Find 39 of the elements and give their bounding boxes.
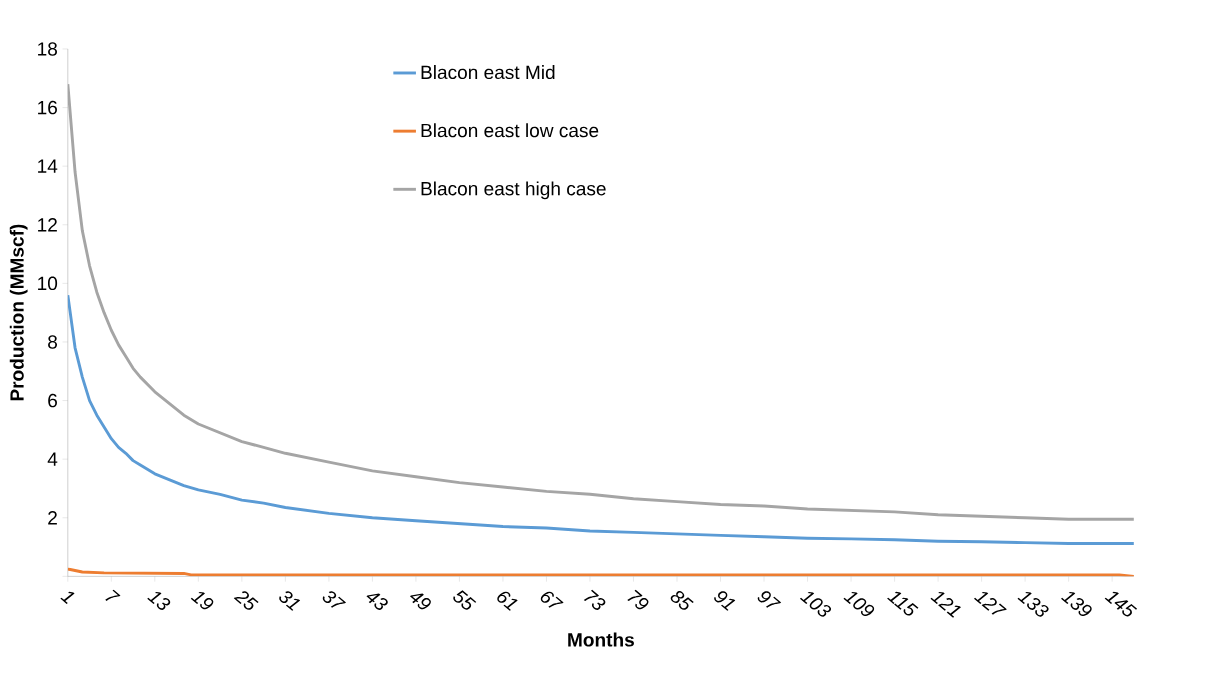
y-tick-label: 6 (48, 393, 57, 408)
x-tick-label: 91 (714, 591, 736, 611)
x-tick-label: 97 (757, 591, 782, 608)
y-tick-label: 12 (38, 218, 57, 232)
x-tick-label: 127 (973, 592, 1007, 615)
y-tick-label: 14 (38, 159, 58, 173)
x-tick-label: 85 (670, 591, 694, 610)
x-tick-label: 7 (105, 589, 121, 601)
x-tick-label: 13 (147, 592, 171, 610)
y-tick-label: 8 (48, 335, 58, 349)
x-tick-label: 1 (60, 591, 75, 604)
x-axis-title: Months (568, 632, 634, 647)
x-tick-label: 109 (843, 592, 875, 617)
y-tick-label: 2 (48, 511, 57, 525)
y-axis-title: Production (MMscf) (9, 224, 28, 401)
x-tick-label: 61 (497, 591, 518, 611)
y-tick-label: 16 (38, 100, 57, 115)
x-tick-label: 139 (1061, 592, 1092, 617)
legend-label: Blacon east Mid (421, 65, 555, 80)
x-tick-label: 49 (409, 593, 431, 610)
x-tick-label: 73 (583, 589, 606, 610)
x-tick-label: 115 (887, 591, 919, 616)
y-tick-label: 18 (38, 42, 58, 56)
x-tick-label: 37 (322, 591, 347, 608)
x-tick-label: 31 (279, 591, 301, 611)
x-tick-label: 43 (366, 593, 388, 610)
x-tick-label: 25 (233, 591, 259, 610)
x-tick-label: 55 (453, 590, 477, 610)
y-tick-label: 4 (47, 452, 58, 466)
legend-label: Blacon east high case (421, 181, 606, 200)
x-tick-label: 133 (1017, 592, 1049, 617)
x-tick-label: 19 (190, 592, 214, 610)
x-tick-label: 79 (627, 589, 649, 610)
legend-label: Blacon east low case (421, 123, 599, 138)
y-tick-label: 10 (38, 276, 58, 291)
x-tick-label: 103 (799, 592, 832, 617)
x-tick-label: 121 (930, 592, 961, 618)
x-tick-label: 145 (1104, 591, 1138, 617)
x-tick-label: 67 (540, 591, 564, 608)
